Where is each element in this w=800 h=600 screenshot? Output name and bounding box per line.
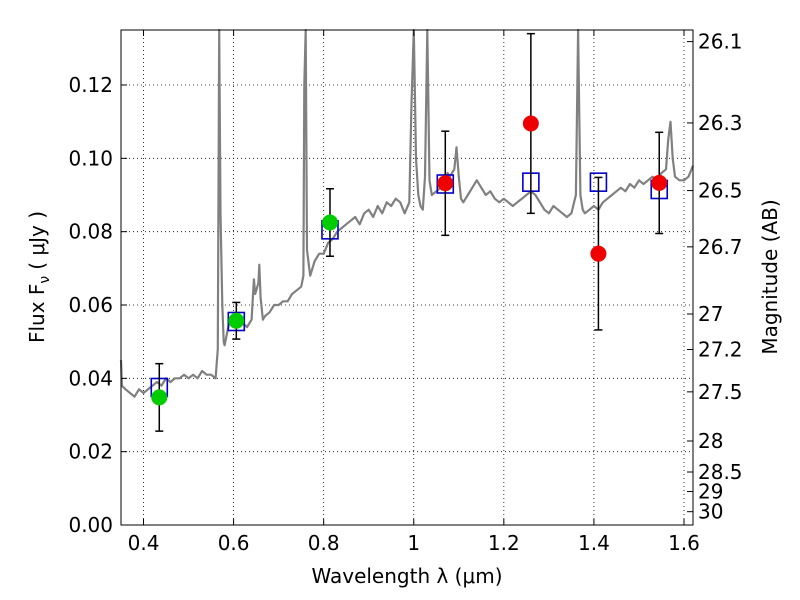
magnitude-tick-label: 29 <box>698 480 723 504</box>
x-tick-label: 1.6 <box>668 531 700 555</box>
plot-frame <box>120 29 694 526</box>
y-tick-label: 0.12 <box>68 73 113 97</box>
data-point-optical <box>228 312 245 329</box>
data-point-infrared <box>437 175 454 192</box>
x-tick-label: 1.4 <box>578 531 610 555</box>
x-tick-label: 0.8 <box>308 531 340 555</box>
y-tick-label: 0.00 <box>68 513 113 537</box>
magnitude-tick-label: 26.3 <box>698 111 743 135</box>
model-spectrum <box>119 28 695 398</box>
y-axis-label-subscript: ν <box>37 276 53 284</box>
magnitude-tick-label: 26.7 <box>698 235 743 259</box>
magnitude-tick-label: 30 <box>698 500 723 524</box>
x-tick-label: 0.4 <box>128 531 160 555</box>
y-axis-label-unit: ( μJy ) <box>25 211 49 270</box>
x-axis-label: Wavelength λ (μm) <box>311 564 502 588</box>
y-tick-label: 0.10 <box>68 146 113 170</box>
magnitude-tick-label: 28 <box>698 429 723 453</box>
y-axis-ticks: 0.00 0.02 0.04 0.06 0.08 0.10 0.12 <box>68 73 127 537</box>
x-tick-label: 1 <box>407 531 420 555</box>
y-tick-label: 0.08 <box>68 220 113 244</box>
x-tick-label: 0.6 <box>218 531 250 555</box>
data-point-infrared <box>651 174 668 191</box>
magnitude-tick-label: 28.5 <box>698 460 743 484</box>
data-point-optical <box>151 389 168 406</box>
x-tick-label: 1.2 <box>488 531 520 555</box>
data-point-infrared <box>522 115 539 132</box>
spectrum-line <box>119 28 695 398</box>
data-point-optical <box>321 214 338 231</box>
y-tick-label: 0.02 <box>68 440 113 464</box>
magnitude-tick-label: 27.2 <box>698 337 743 361</box>
y-axis-label: Flux Fν ( μJy ) <box>25 211 53 343</box>
data-point-infrared <box>590 245 607 262</box>
data-points <box>151 115 668 406</box>
magnitude-tick-label: 27 <box>698 302 723 326</box>
y-tick-label: 0.06 <box>68 293 113 317</box>
magnitude-tick-label: 27.5 <box>698 380 743 404</box>
y-axis-label-text: Flux F <box>25 284 49 343</box>
x-axis-ticks: 0.4 0.6 0.8 1 1.2 1.4 1.6 <box>128 30 700 555</box>
y-tick-label: 0.04 <box>68 366 113 390</box>
magnitude-tick-label: 26.1 <box>698 30 743 54</box>
magnitude-tick-label: 26.5 <box>698 179 743 203</box>
plot-background <box>121 30 693 525</box>
magnitude-axis-label: Magnitude (AB) <box>758 199 782 354</box>
